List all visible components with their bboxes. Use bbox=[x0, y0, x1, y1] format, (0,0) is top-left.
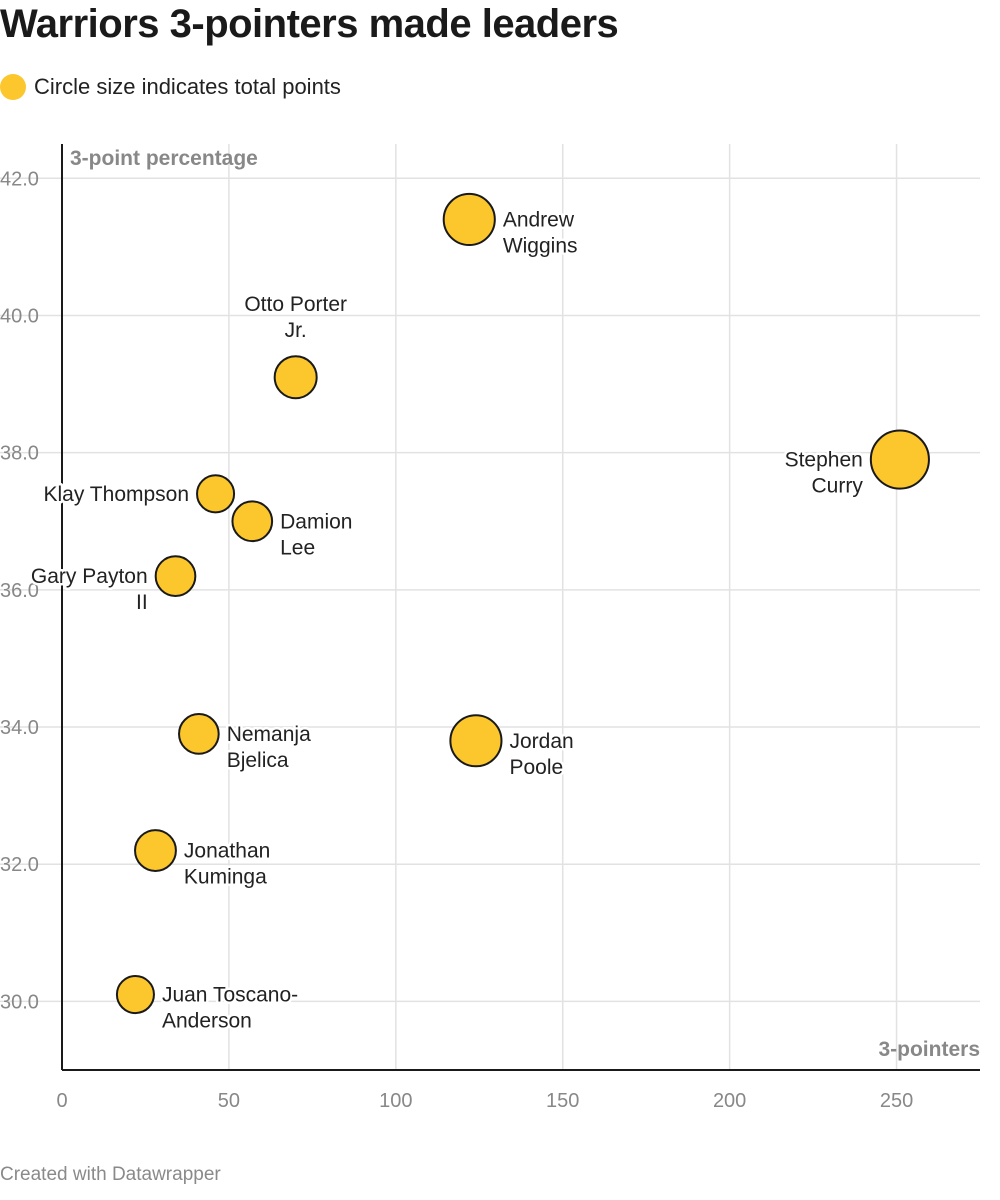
x-tick-label: 0 bbox=[56, 1090, 67, 1112]
point-andrew-wiggins bbox=[442, 192, 496, 247]
point-jonathan-kuminga bbox=[134, 829, 177, 872]
point-jordan-poole bbox=[449, 714, 503, 768]
label-line: Kuminga bbox=[184, 866, 267, 889]
label-line: Jr. bbox=[285, 319, 307, 342]
x-tick-label: 200 bbox=[713, 1090, 746, 1112]
scatter-chart: 30.0 32.0 34.0 36.0 38.0 40.0 42.0 0 50 100 150 200… bbox=[0, 144, 980, 1112]
x-tick-label: 250 bbox=[880, 1090, 913, 1112]
x-tick-label: 100 bbox=[379, 1090, 412, 1112]
label-line: Poole bbox=[509, 756, 563, 779]
label-line: Otto Porter bbox=[244, 293, 347, 316]
label-otto-porter-jr: Otto Porter Jr. bbox=[244, 293, 347, 342]
label-line: Lee bbox=[280, 536, 315, 559]
point-otto-porter-jr bbox=[273, 355, 318, 400]
tick-labels: 30.0 32.0 34.0 36.0 38.0 40.0 42.0 0 50 100 150 200… bbox=[0, 168, 913, 1112]
y-tick-label: 40.0 bbox=[0, 305, 39, 327]
y-tick-label: 38.0 bbox=[0, 443, 39, 465]
label-line: Wiggins bbox=[503, 234, 578, 257]
point-stephen-curry bbox=[869, 429, 930, 490]
label-line: Nemanja bbox=[227, 723, 311, 746]
label-line: Curry bbox=[811, 475, 863, 498]
label-line: Gary Payton bbox=[31, 565, 148, 588]
label-line: Bjelica bbox=[227, 749, 289, 772]
footer-credit: Created with Datawrapper bbox=[0, 1164, 221, 1185]
point-gary-payton-ii bbox=[154, 555, 197, 597]
label-line: Anderson bbox=[162, 1010, 252, 1033]
label-damion-lee: Damion Lee bbox=[280, 510, 352, 559]
point-labels: Stephen Curry Andrew Wiggins Jordan Poole Otto… bbox=[28, 206, 865, 1035]
axis-titles: 3-point percentage 3-pointers bbox=[70, 147, 980, 1061]
x-tick-label: 150 bbox=[546, 1090, 579, 1112]
y-tick-label: 36.0 bbox=[0, 580, 39, 602]
label-stephen-curry: Stephen Curry bbox=[785, 449, 864, 498]
chart-title: Warriors 3-pointers made leaders bbox=[0, 2, 619, 46]
y-tick-label: 32.0 bbox=[0, 854, 39, 876]
label-line: Stephen bbox=[785, 449, 863, 472]
label-line: II bbox=[136, 591, 148, 614]
legend-bubble-icon bbox=[0, 74, 26, 100]
label-andrew-wiggins: Andrew Wiggins bbox=[503, 208, 578, 257]
size-legend: Circle size indicates total points bbox=[0, 74, 341, 100]
point-klay-thompson bbox=[196, 474, 236, 514]
label-juan-toscano-anderson: Juan Toscano- Anderson bbox=[162, 984, 298, 1033]
axes bbox=[61, 144, 980, 1071]
label-line: Jonathan bbox=[184, 840, 270, 863]
x-tick-label: 50 bbox=[218, 1090, 240, 1112]
y-tick-label: 34.0 bbox=[0, 717, 39, 739]
y-tick-label: 30.0 bbox=[0, 991, 39, 1013]
legend-text: Circle size indicates total points bbox=[34, 74, 341, 99]
label-line: Damion bbox=[280, 510, 352, 533]
point-damion-lee bbox=[231, 500, 274, 543]
label-jordan-poole: Jordan Poole bbox=[509, 730, 573, 779]
label-line: Klay Thompson bbox=[44, 483, 190, 506]
label-line: Andrew bbox=[503, 208, 575, 231]
label-klay-thompson: Klay Thompson bbox=[44, 483, 190, 506]
label-line: Juan Toscano- bbox=[162, 984, 298, 1007]
x-axis-title: 3-pointers bbox=[878, 1038, 980, 1061]
y-axis-title: 3-point percentage bbox=[70, 147, 258, 170]
data-points bbox=[115, 192, 930, 1015]
label-nemanja-bjelica: Nemanja Bjelica bbox=[227, 723, 311, 772]
point-nemanja-bjelica bbox=[178, 713, 220, 755]
label-gary-payton-ii: Gary Payton II bbox=[31, 565, 148, 614]
point-juan-toscano-anderson bbox=[115, 975, 155, 1015]
y-tick-label: 42.0 bbox=[0, 168, 39, 190]
label-jonathan-kuminga: Jonathan Kuminga bbox=[184, 840, 270, 889]
label-line: Jordan bbox=[509, 730, 573, 753]
